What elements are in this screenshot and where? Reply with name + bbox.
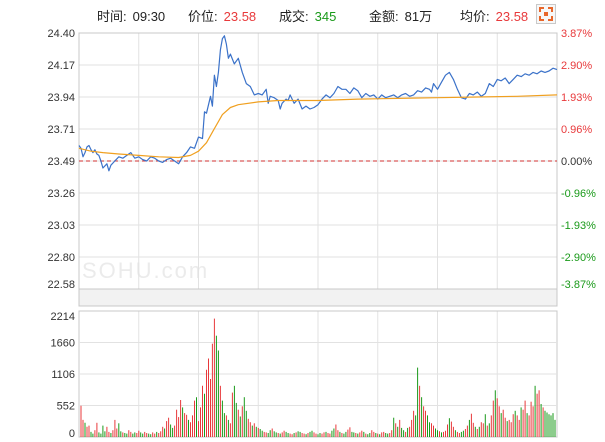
pct-tick-label: -3.87%: [561, 279, 596, 291]
volume-tick-label: 552: [57, 401, 75, 413]
amount-info: 金额: 81万: [369, 6, 432, 25]
zoom-button[interactable]: [536, 4, 556, 24]
avg-label: 均价:: [460, 9, 490, 24]
sohu-watermark: SOHU.com: [82, 258, 209, 283]
price-tick-label: 24.40: [47, 28, 75, 40]
expand-icon: [539, 7, 553, 21]
price-tick-label: 24.17: [47, 60, 75, 72]
volume-label: 成交:: [279, 9, 309, 24]
price-info: 价位: 23.58: [188, 6, 256, 25]
price-tick-label: 23.49: [47, 156, 75, 168]
volume-value: 345: [314, 9, 337, 24]
quote-info-bar: 时间: 09:30 价位: 23.58 成交: 345 金额: 81万 均价: 23.58: [0, 0, 605, 27]
pct-tick-label: -1.93%: [561, 220, 596, 232]
pct-tick-label: 0.96%: [561, 124, 592, 136]
pct-tick-label: 1.93%: [561, 92, 592, 104]
price-tick-label: 22.58: [47, 279, 75, 291]
volume-tick-label: 0: [69, 428, 75, 440]
avg-value: 23.58: [495, 9, 529, 24]
price-tick-label: 23.26: [47, 188, 75, 200]
time-axis-strip: [78, 288, 558, 307]
time-value: 09:30: [132, 9, 166, 24]
average-price-line: [78, 94, 558, 159]
price-tick-label: 23.94: [47, 92, 75, 104]
price-value: 23.58: [223, 9, 257, 24]
price-label: 价位:: [188, 9, 218, 24]
price-tick-label: 23.71: [47, 124, 75, 136]
amount-value: 81万: [404, 9, 433, 24]
volume-tick-label: 2214: [51, 311, 75, 323]
pct-tick-label: 2.90%: [561, 60, 592, 72]
time-info: 时间: 09:30: [97, 6, 165, 25]
volume-tick-label: 1660: [51, 338, 75, 350]
volume-tick-label: 1106: [51, 369, 75, 381]
amount-label: 金额:: [369, 9, 399, 24]
time-label: 时间:: [97, 9, 127, 24]
pct-tick-label: -0.96%: [561, 188, 596, 200]
price-line: [78, 35, 558, 172]
price-tick-label: 22.80: [47, 252, 75, 264]
pct-tick-label: 0.00%: [561, 156, 592, 168]
price-tick-label: 23.03: [47, 220, 75, 232]
pct-tick-label: -2.90%: [561, 252, 596, 264]
pct-tick-label: 3.87%: [561, 28, 592, 40]
volume-info: 成交: 345: [279, 6, 336, 25]
avg-info: 均价: 23.58: [460, 6, 528, 25]
